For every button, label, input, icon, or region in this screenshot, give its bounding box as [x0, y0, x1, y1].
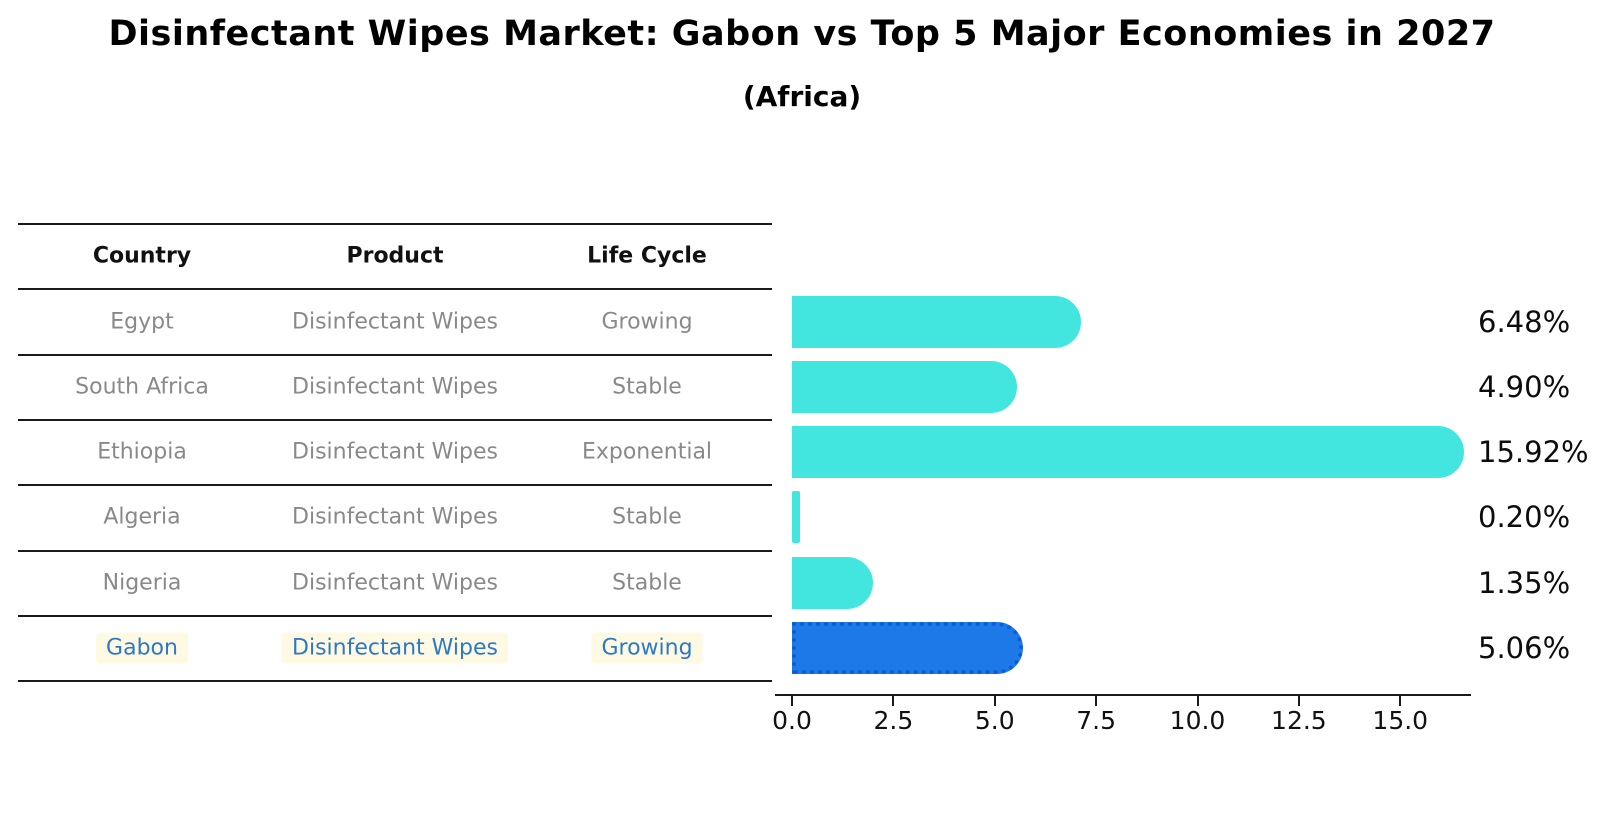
value-label-gabon: 5.06% — [1478, 631, 1571, 665]
cell-product: Disinfectant Wipes — [292, 309, 498, 335]
cell-country: Egypt — [110, 309, 174, 335]
table-divider — [18, 680, 772, 682]
bar-algeria — [792, 491, 801, 543]
cell-life-cycle: Exponential — [581, 439, 713, 465]
cell-product: Disinfectant Wipes — [292, 570, 498, 596]
x-axis-tick-label: 7.5 — [1076, 706, 1117, 735]
table-divider — [18, 419, 772, 421]
x-axis-tick — [1297, 696, 1300, 706]
x-axis-tick-label: 12.5 — [1271, 706, 1327, 735]
table-divider — [18, 288, 772, 290]
x-axis-tick-label: 10.0 — [1169, 706, 1226, 735]
cell-life-cycle: Stable — [612, 570, 682, 596]
column-header-product: Product — [346, 243, 444, 269]
x-axis-tick — [1399, 696, 1402, 706]
table-divider — [18, 615, 772, 617]
cell-country: South Africa — [75, 374, 209, 400]
cell-life-cycle: Growing — [591, 632, 703, 664]
cell-life-cycle: Stable — [612, 374, 682, 400]
x-axis-tick — [1196, 696, 1199, 706]
cell-product: Disinfectant Wipes — [292, 439, 498, 465]
bar-nigeria — [792, 557, 873, 609]
value-label-nigeria: 1.35% — [1478, 566, 1571, 600]
cell-country: Nigeria — [102, 570, 182, 596]
value-label-algeria: 0.20% — [1478, 500, 1571, 534]
cell-country: Algeria — [103, 504, 181, 530]
column-header-country: Country — [92, 243, 192, 269]
cell-country: Gabon — [96, 632, 188, 664]
cell-product: Disinfectant Wipes — [292, 374, 498, 400]
x-axis-tick — [1095, 696, 1098, 706]
x-axis-tick — [791, 696, 793, 706]
value-label-ethiopia: 15.92% — [1478, 435, 1589, 469]
bar-ethiopia — [792, 426, 1464, 478]
cell-life-cycle: Stable — [612, 504, 682, 530]
value-label-egypt: 6.48% — [1478, 305, 1571, 339]
x-axis-tick — [892, 696, 895, 706]
cell-product: Disinfectant Wipes — [292, 504, 498, 530]
table-divider — [18, 550, 772, 552]
value-label-south-africa: 4.90% — [1478, 370, 1571, 404]
table-divider — [18, 484, 772, 486]
x-axis-line — [775, 694, 1471, 696]
cell-country: Ethiopia — [97, 439, 187, 465]
table-divider — [18, 223, 772, 225]
cell-life-cycle: Growing — [601, 309, 693, 335]
column-header-life-cycle: Life Cycle — [587, 243, 707, 269]
bar-egypt — [792, 296, 1081, 348]
x-axis-tick-label: 0.0 — [772, 706, 812, 735]
chart-subtitle: (Africa) — [742, 80, 862, 113]
x-axis-tick — [993, 696, 996, 706]
x-axis-tick-label: 2.5 — [873, 706, 914, 735]
cell-product: Disinfectant Wipes — [282, 632, 508, 664]
x-axis-tick-label: 5.0 — [974, 706, 1015, 735]
table-divider — [18, 354, 772, 356]
x-axis-tick-label: 15.0 — [1372, 706, 1429, 735]
bar-gabon — [792, 622, 1024, 674]
bar-south-africa — [792, 361, 1017, 413]
chart-title: Disinfectant Wipes Market: Gabon vs Top … — [108, 14, 1496, 54]
